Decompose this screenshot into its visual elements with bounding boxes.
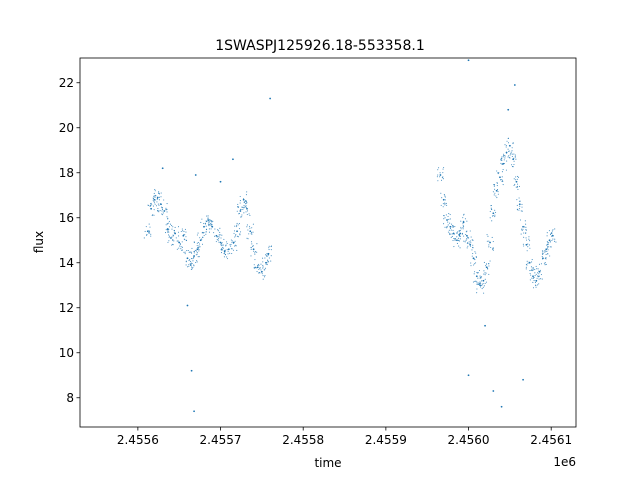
x-tick-label: 2.4559 — [365, 433, 407, 447]
data-point — [165, 220, 172, 237]
data-point — [236, 202, 244, 218]
data-point — [446, 218, 455, 236]
data-point — [522, 378, 524, 381]
data-point — [507, 108, 510, 111]
data-point — [513, 175, 520, 190]
y-tick-label: 20 — [59, 121, 74, 135]
y-tick-label: 12 — [59, 301, 74, 315]
y-axis-ticks: 8 10 12 14 16 18 20 22 — [59, 76, 80, 405]
x-axis-offset-label: 1e6 — [553, 455, 576, 469]
y-axis-label: flux — [32, 231, 46, 253]
y-tick-label: 10 — [59, 346, 74, 360]
data-point — [470, 251, 477, 267]
y-tick-label: 8 — [66, 391, 74, 405]
data-point — [262, 254, 270, 269]
x-tick-label: 2.4556 — [117, 433, 159, 447]
data-point — [233, 222, 242, 238]
data-point — [484, 324, 486, 327]
data-point — [467, 59, 470, 62]
data-point — [436, 167, 445, 182]
data-point — [220, 246, 229, 260]
data-point — [442, 213, 451, 229]
chart-title: 1SWASPJ125926.18-553358.1 — [215, 38, 424, 54]
plot-frame — [79, 57, 577, 428]
data-point — [196, 231, 205, 248]
data-point — [467, 374, 470, 377]
data-point — [472, 269, 481, 285]
x-tick-label: 2.4560 — [448, 433, 490, 447]
data-point — [525, 259, 534, 271]
data-point — [500, 405, 503, 408]
data-point — [449, 225, 458, 242]
data-point — [479, 272, 487, 288]
data-point — [230, 234, 238, 252]
x-axis-label: time — [314, 456, 341, 470]
y-tick-label: 14 — [59, 256, 74, 270]
data-point — [213, 227, 221, 243]
data-point — [243, 200, 251, 216]
data-point — [476, 276, 485, 294]
data-point — [519, 219, 527, 235]
data-point — [513, 84, 516, 86]
data-point — [492, 184, 499, 199]
data-point — [492, 390, 495, 392]
data-point — [250, 241, 258, 257]
x-axis-ticks: 2.4556 2.4557 2.4558 2.4559 2.4560 2.4561 — [117, 427, 572, 447]
x-tick-label: 2.4558 — [282, 433, 324, 447]
data-point — [193, 241, 201, 258]
data-point — [200, 218, 208, 235]
data-point — [456, 226, 465, 239]
data-point — [269, 97, 272, 100]
data-point — [186, 304, 189, 307]
data-point — [176, 235, 183, 251]
data-point — [516, 197, 523, 212]
data-point — [489, 204, 497, 222]
y-tick-label: 22 — [59, 76, 74, 90]
data-point — [193, 410, 195, 413]
data-point — [156, 196, 165, 213]
data-point — [257, 263, 266, 280]
y-tick-label: 18 — [59, 166, 74, 180]
data-point — [483, 260, 491, 276]
data-point — [190, 369, 193, 372]
data-point — [535, 263, 543, 280]
data-point — [246, 223, 254, 240]
data-point — [161, 167, 164, 170]
data-point — [500, 156, 508, 171]
data-point — [232, 158, 234, 161]
data-point — [208, 219, 216, 233]
data-point — [548, 228, 557, 243]
data-point — [183, 249, 192, 266]
data-point — [224, 241, 233, 256]
data-point — [486, 234, 494, 251]
data-point — [496, 170, 504, 186]
data-point — [180, 228, 188, 243]
data-point — [505, 137, 514, 155]
data-point — [147, 201, 155, 217]
data-point — [205, 215, 212, 227]
data-point — [460, 213, 468, 230]
data-point — [161, 203, 169, 220]
data-point — [440, 192, 448, 208]
data-points — [143, 59, 557, 413]
data-point — [522, 236, 531, 252]
data-point — [171, 225, 180, 242]
y-tick-label: 16 — [59, 211, 74, 225]
data-point — [509, 153, 517, 168]
data-point — [502, 144, 511, 161]
x-tick-label: 2.4557 — [200, 433, 242, 447]
x-tick-label: 2.4561 — [530, 433, 572, 447]
data-point — [264, 245, 273, 262]
data-point — [143, 223, 152, 239]
data-point — [546, 232, 554, 248]
data-point — [253, 259, 262, 274]
data-point — [167, 229, 175, 246]
data-point — [219, 180, 222, 183]
data-point — [463, 230, 471, 245]
data-point — [151, 194, 159, 207]
data-point — [466, 236, 474, 251]
data-point — [194, 174, 197, 176]
